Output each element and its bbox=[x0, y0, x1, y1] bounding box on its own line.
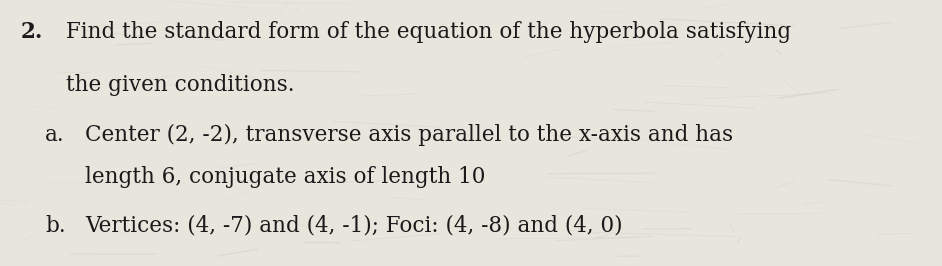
Text: Vertices: (4, -7) and (4, -1); Foci: (4, -8) and (4, 0): Vertices: (4, -7) and (4, -1); Foci: (4,… bbox=[85, 214, 623, 236]
Text: length 6, conjugate axis of length 10: length 6, conjugate axis of length 10 bbox=[85, 167, 485, 189]
Text: 2.: 2. bbox=[21, 20, 43, 43]
Text: a.: a. bbox=[45, 124, 65, 146]
Text: b.: b. bbox=[45, 214, 66, 236]
Text: the given conditions.: the given conditions. bbox=[66, 74, 295, 96]
Text: Center (2, -2), transverse axis parallel to the x-axis and has: Center (2, -2), transverse axis parallel… bbox=[85, 124, 733, 146]
Text: Find the standard form of the equation of the hyperbola satisfying: Find the standard form of the equation o… bbox=[66, 20, 791, 43]
